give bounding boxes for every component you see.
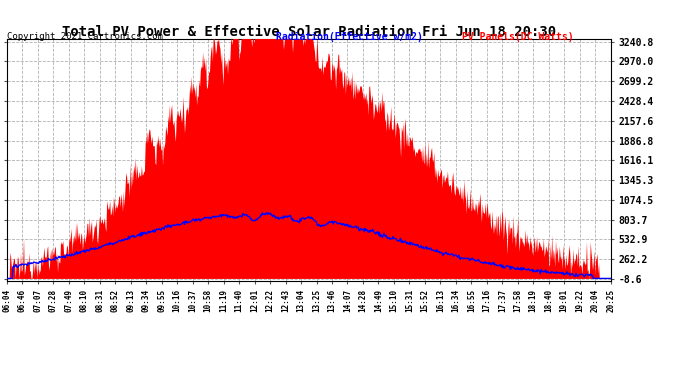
Text: Radiation(Effective w/m2): Radiation(Effective w/m2): [276, 32, 423, 42]
Text: PV Panels(DC Watts): PV Panels(DC Watts): [462, 32, 574, 42]
Title: Total PV Power & Effective Solar Radiation Fri Jun 18 20:30: Total PV Power & Effective Solar Radiati…: [61, 26, 556, 39]
Text: Copyright 2021 Cartronics.com: Copyright 2021 Cartronics.com: [7, 32, 163, 41]
